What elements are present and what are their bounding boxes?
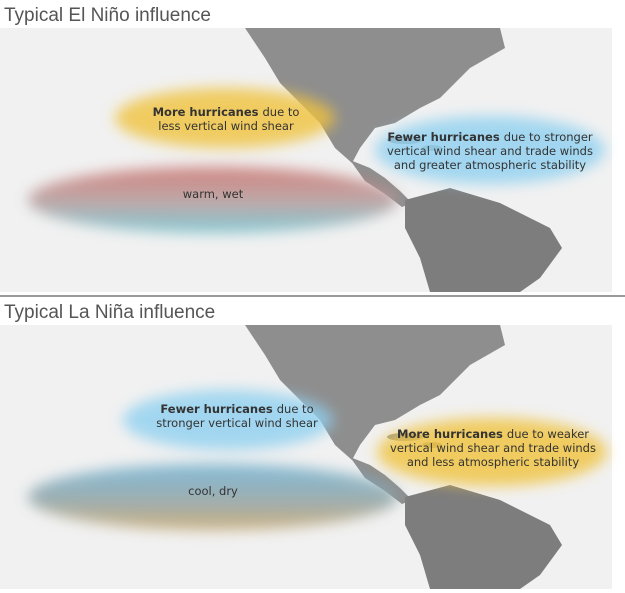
- ocean-band: [28, 167, 398, 233]
- annotation-line: and less atmospheric stability: [407, 455, 579, 469]
- band-label: warm, wet: [183, 187, 244, 201]
- annotation: More hurricanes due to: [153, 105, 300, 119]
- annotation-line: vertical wind shear and trade winds: [390, 441, 596, 455]
- annotation-bold: More hurricanes: [153, 105, 259, 119]
- influence-area: [377, 418, 607, 486]
- annotation-bold: Fewer hurricanes: [160, 402, 273, 416]
- annotation-line: stronger vertical wind shear: [156, 416, 318, 430]
- influence-area: [375, 116, 605, 184]
- annotation-text: due to: [263, 105, 300, 119]
- annotation: Fewer hurricanes due to stronger: [387, 130, 593, 144]
- panel-title: Typical La Niña influence: [4, 302, 215, 323]
- panel: Typical El Niño influence More hurricanes…: [0, 5, 612, 292]
- annotation-text: due to stronger: [504, 130, 593, 144]
- ocean-band: [28, 464, 398, 530]
- annotation-line: and greater atmospheric stability: [394, 158, 586, 172]
- panel-title: Typical El Niño influence: [4, 5, 211, 26]
- annotation-text: due to: [277, 402, 314, 416]
- annotation: Fewer hurricanes due to: [160, 402, 313, 416]
- annotation-bold: Fewer hurricanes: [387, 130, 500, 144]
- annotation-bold: More hurricanes: [397, 427, 503, 441]
- annotation: More hurricanes due to weaker: [397, 427, 589, 441]
- annotation-line: less vertical wind shear: [158, 119, 294, 133]
- influence-area: [115, 88, 335, 148]
- panel: Typical La Niña influence Fewer hurricane…: [0, 302, 612, 589]
- influence-area: [123, 390, 333, 450]
- annotation-text: due to weaker: [507, 427, 589, 441]
- band-label: cool, dry: [188, 484, 238, 498]
- annotation-line: vertical wind shear and trade winds: [387, 144, 593, 158]
